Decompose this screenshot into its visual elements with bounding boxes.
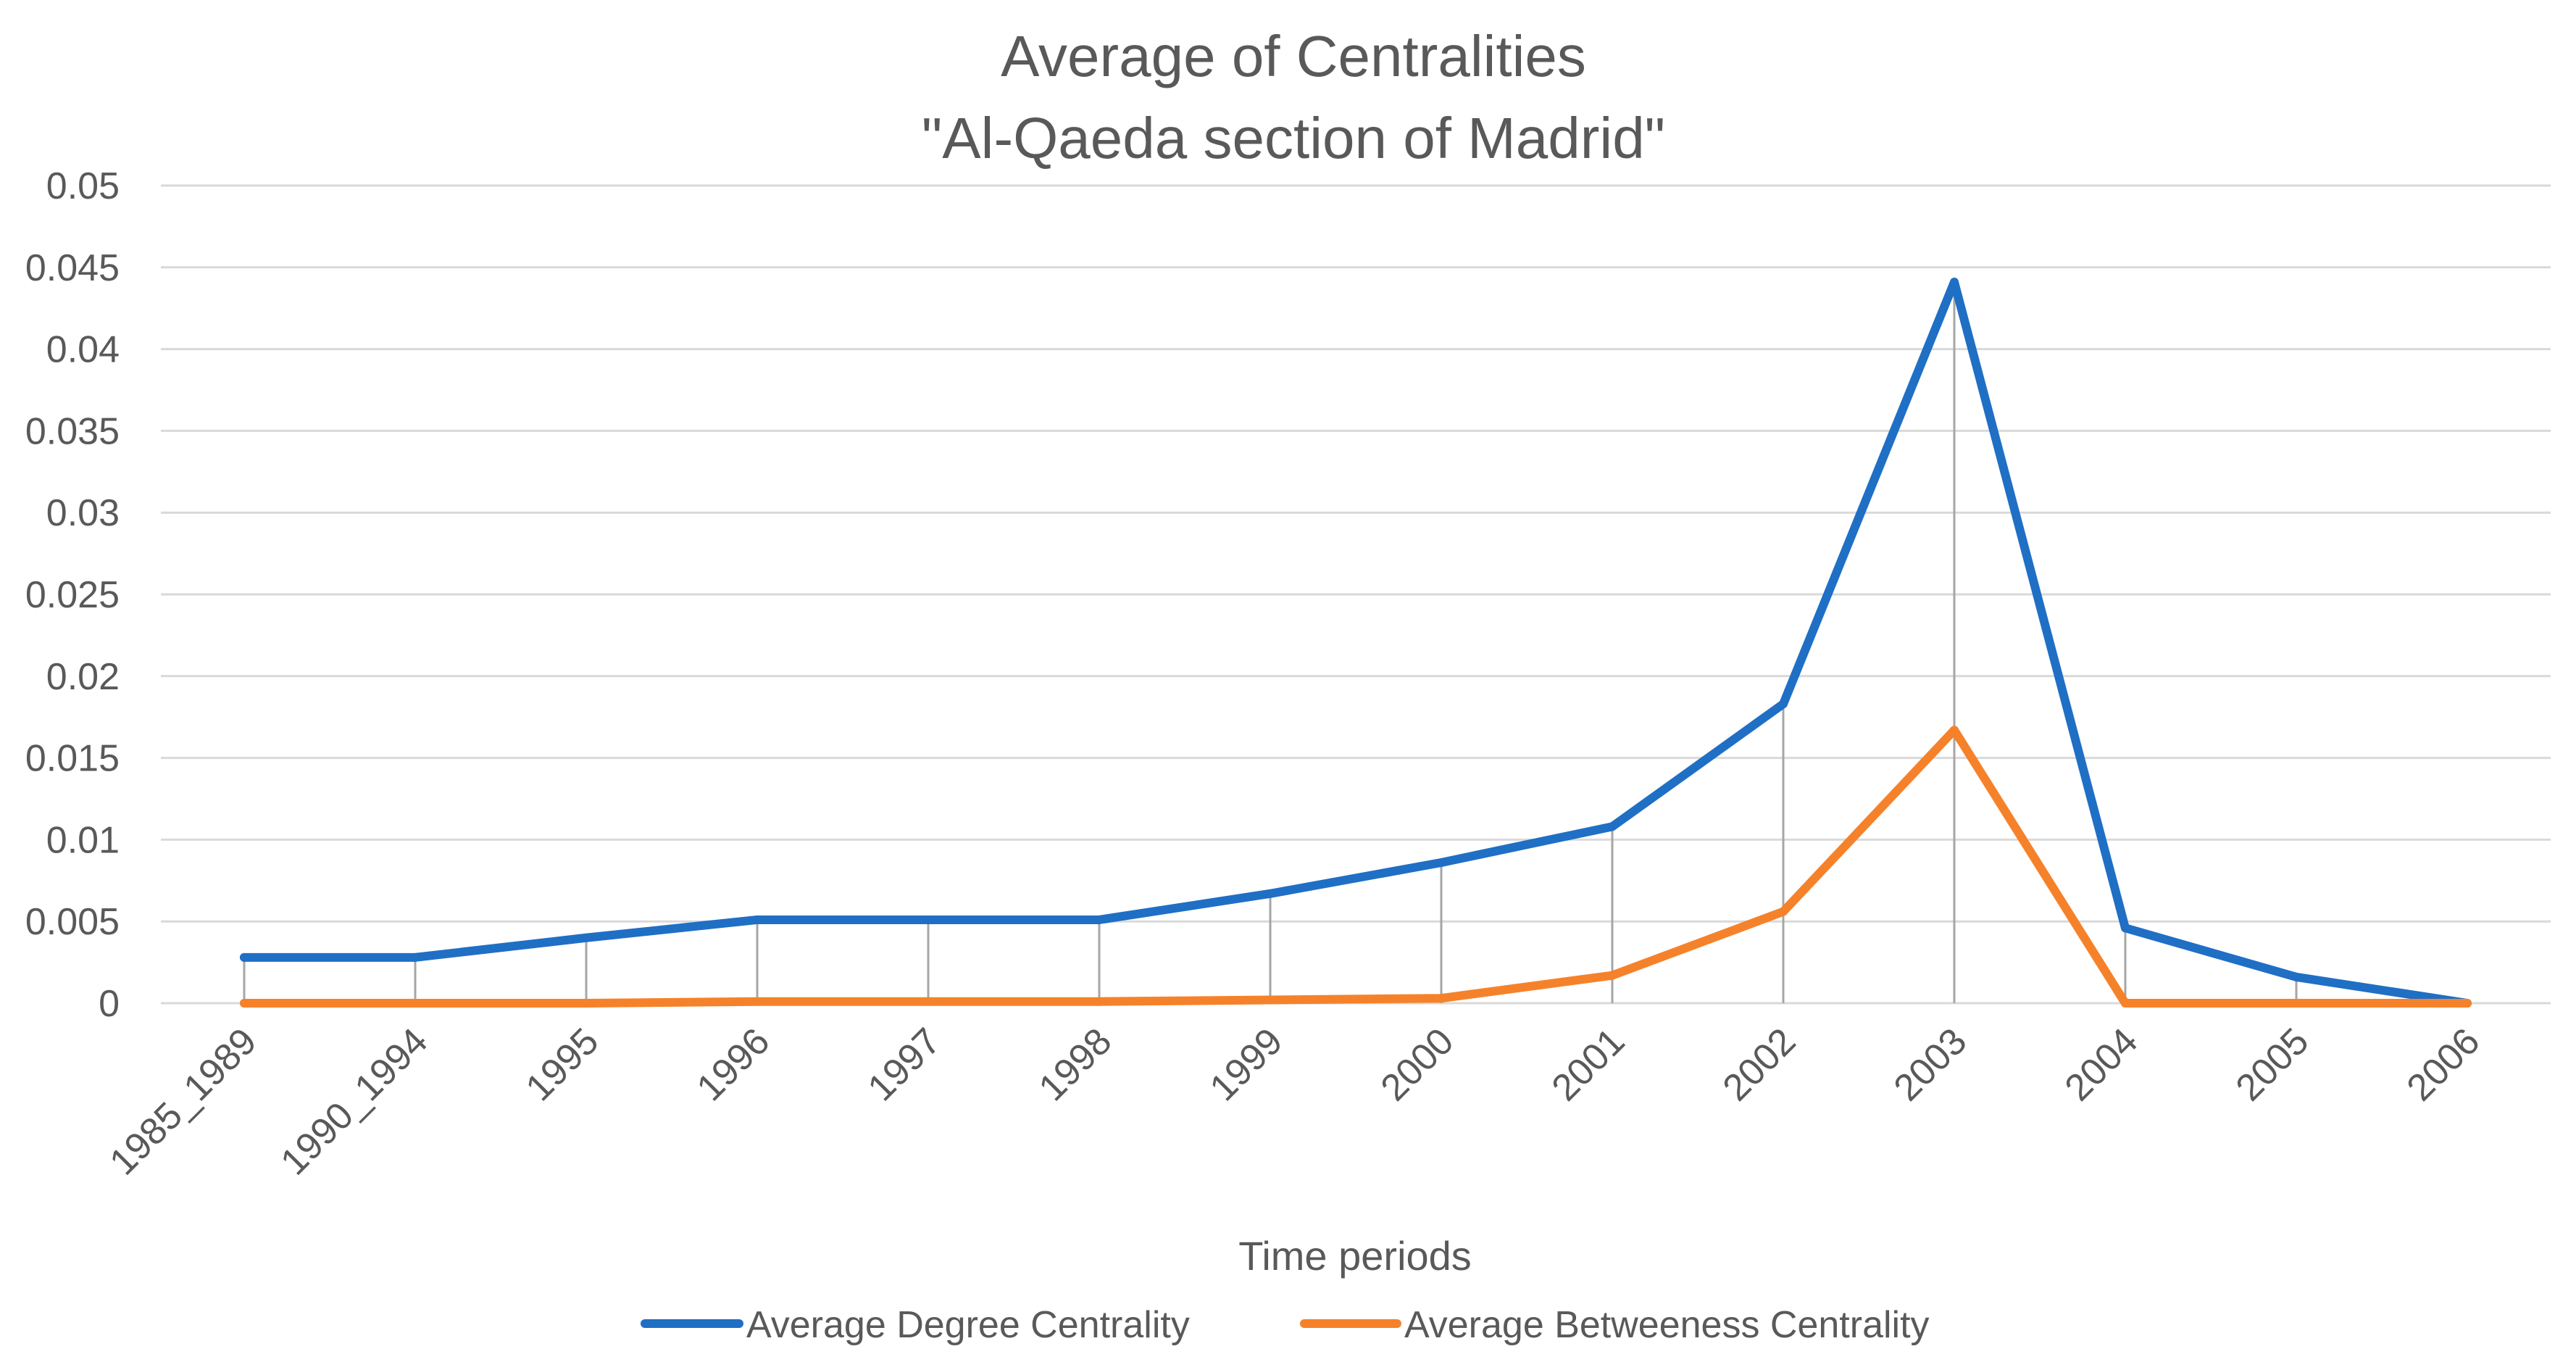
x-tick-label: 1995 — [518, 1020, 607, 1109]
y-tick-label: 0.035 — [25, 410, 120, 452]
legend-label-degree: Average Degree Centrality — [746, 1304, 1190, 1346]
series-line-betweenness — [240, 726, 2472, 1008]
y-tick-label: 0.05 — [46, 165, 120, 207]
data-point — [2292, 972, 2301, 981]
data-point — [753, 915, 762, 924]
y-axis-ticks: 0 0.005 0.01 0.015 0.02 0.025 0.03 0.035 0.04 0.0… — [25, 165, 120, 1025]
data-point — [1266, 889, 1275, 898]
x-tick-label: 2001 — [1544, 1020, 1633, 1109]
legend-label-betweenness: Average Betweeness Centrality — [1404, 1304, 1930, 1346]
data-point — [924, 997, 933, 1006]
data-point — [1266, 995, 1275, 1005]
data-point — [2121, 999, 2130, 1008]
y-tick-label: 0.01 — [46, 819, 120, 861]
data-point — [1437, 858, 1446, 867]
x-tick-label: 1999 — [1202, 1020, 1291, 1109]
data-point — [1779, 907, 1788, 916]
y-tick-label: 0.03 — [46, 492, 120, 534]
y-tick-label: 0.045 — [25, 247, 120, 289]
data-point — [753, 997, 762, 1006]
data-point — [2463, 999, 2472, 1008]
data-point — [582, 999, 591, 1008]
x-tick-label: 2005 — [2228, 1020, 2317, 1109]
x-axis-ticks: 1985_1989 1990_1994 1995 1996 1997 1998 1999 20… — [101, 1020, 2488, 1183]
gridlines — [161, 184, 2551, 1005]
x-tick-label: 1997 — [860, 1020, 949, 1109]
y-tick-label: 0.02 — [46, 656, 120, 698]
series-lines — [240, 278, 2472, 1008]
data-point — [2121, 923, 2130, 933]
x-tick-label: 2006 — [2399, 1020, 2488, 1109]
x-tick-label: 2000 — [1373, 1020, 1462, 1109]
chart-title-line-1: Average of Centralities — [1001, 24, 1586, 88]
x-tick-label: 2003 — [1886, 1020, 1975, 1109]
data-point — [924, 915, 933, 924]
data-point — [1608, 822, 1617, 831]
y-tick-label: 0.025 — [25, 574, 120, 616]
series-line-degree — [240, 278, 2472, 1008]
y-tick-label: 0.015 — [25, 738, 120, 780]
data-point — [411, 952, 420, 962]
drop-lines — [243, 282, 2298, 1003]
y-tick-label: 0 — [99, 983, 120, 1025]
x-tick-label: 1990_1994 — [272, 1020, 435, 1183]
data-point — [240, 952, 249, 962]
x-tick-label: 2004 — [2057, 1020, 2146, 1109]
x-tick-label: 1998 — [1031, 1020, 1120, 1109]
data-point — [1950, 278, 1959, 287]
data-point — [2292, 999, 2301, 1008]
y-tick-label: 0.005 — [25, 901, 120, 943]
legend: Average Degree Centrality Average Betwee… — [641, 1304, 1930, 1346]
data-point — [1095, 915, 1104, 924]
data-point — [582, 933, 591, 942]
x-axis-label: Time periods — [1238, 1233, 1472, 1279]
x-tick-label: 1996 — [689, 1020, 778, 1109]
y-tick-label: 0.04 — [46, 329, 120, 371]
chart-title-line-2: "Al-Qaeda section of Madrid" — [922, 106, 1665, 170]
data-point — [1779, 699, 1788, 709]
data-point — [1950, 726, 1959, 735]
data-point — [411, 999, 420, 1008]
data-point — [240, 999, 249, 1008]
x-tick-label: 2002 — [1715, 1020, 1804, 1109]
data-point — [1608, 971, 1617, 980]
data-point — [1095, 997, 1104, 1006]
x-tick-label: 1985_1989 — [101, 1020, 264, 1183]
data-point — [1437, 994, 1446, 1003]
